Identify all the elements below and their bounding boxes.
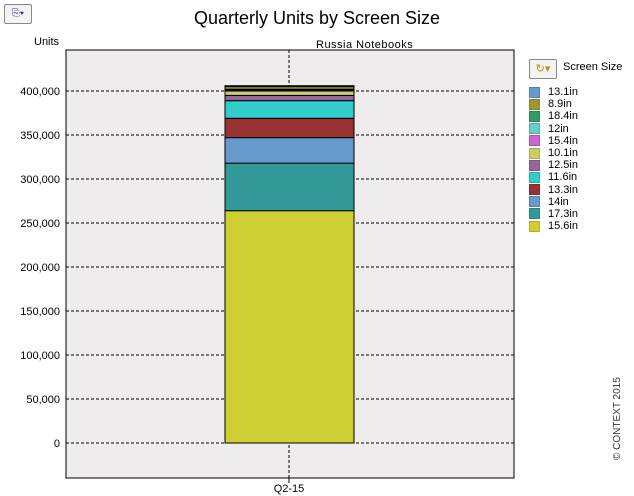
- legend-item: 8.9in: [529, 98, 578, 110]
- legend-swatch: [529, 147, 540, 159]
- bar-segment-15-6in: [224, 210, 355, 444]
- bar-segment-11-6in: [224, 100, 355, 119]
- chart-subtitle: Russia Notebooks: [316, 39, 414, 51]
- legend-label: 15.6in: [548, 220, 578, 233]
- legend-swatch: [529, 123, 540, 135]
- legend-swatch: [529, 86, 540, 98]
- bar-segment-12-5in: [224, 94, 355, 102]
- legend-label: 11.6in: [548, 171, 578, 184]
- bar-segment-13-1in: [224, 85, 355, 88]
- copyright: © CONTEXT 2015: [612, 377, 623, 460]
- legend-swatch: [529, 98, 540, 110]
- legend-item: 15.4in: [529, 135, 578, 147]
- legend-label: 12in: [548, 122, 569, 135]
- y-tick-label: 100,000: [20, 350, 60, 362]
- y-tick-label: 200,000: [20, 262, 60, 274]
- legend-item: 13.1in: [529, 86, 578, 98]
- legend-item: 18.4in: [529, 110, 578, 122]
- x-tick-label: Q2-15: [274, 483, 305, 495]
- legend-swatch: [529, 110, 540, 122]
- legend-label: 18.4in: [548, 110, 578, 123]
- legend-item: 15.6in: [529, 220, 578, 232]
- legend-label: 13.1in: [548, 86, 578, 99]
- legend-swatch: [529, 171, 540, 183]
- y-tick-label: 150,000: [20, 306, 60, 318]
- legend-swatch: [529, 220, 540, 232]
- legend-swatch: [529, 208, 540, 220]
- legend-title: Screen Size: [563, 61, 623, 73]
- legend-item: 13.3in: [529, 184, 578, 196]
- legend-label: 8.9in: [548, 98, 572, 111]
- y-tick-label: 350,000: [20, 130, 60, 142]
- bar-segment-10-1in: [224, 90, 355, 96]
- legend-item: 10.1in: [529, 147, 578, 159]
- legend-swatch: [529, 135, 540, 147]
- legend-label: 17.3in: [548, 207, 578, 220]
- legend-label: 13.3in: [548, 183, 578, 196]
- chart-title: Quarterly Units by Screen Size: [193, 8, 441, 28]
- legend-swatch: [529, 196, 540, 208]
- y-tick-label: 250,000: [20, 218, 60, 230]
- legend-label: 15.4in: [548, 134, 578, 147]
- legend-item: 12.5in: [529, 159, 578, 171]
- legend-label: 14in: [548, 195, 569, 208]
- bar-segment-17-3in: [224, 162, 355, 212]
- chart-export-icon[interactable]: ⎘▾: [4, 4, 32, 24]
- legend-swatch: [529, 159, 540, 171]
- y-axis-label: Units: [34, 36, 60, 48]
- y-tick-label: 50,000: [26, 394, 60, 406]
- legend-item: 17.3in: [529, 208, 578, 220]
- refresh-dropdown-icon[interactable]: ↻▾: [529, 59, 557, 79]
- legend-label: 12.5in: [548, 159, 578, 172]
- legend: 13.1in 8.9in 18.4in 12in 15.4in 10.1in 12.5in 1…: [529, 86, 578, 232]
- legend-swatch: [529, 184, 540, 196]
- y-tick-label: 300,000: [20, 174, 60, 186]
- y-tick-label: 0: [54, 438, 60, 450]
- legend-item: 12in: [529, 123, 578, 135]
- bar-segment-13-3in: [224, 117, 355, 139]
- bar-segment-14in: [224, 137, 355, 164]
- y-tick-label: 400,000: [20, 86, 60, 98]
- legend-label: 10.1in: [548, 147, 578, 160]
- legend-item: 11.6in: [529, 171, 578, 183]
- legend-item: 14in: [529, 196, 578, 208]
